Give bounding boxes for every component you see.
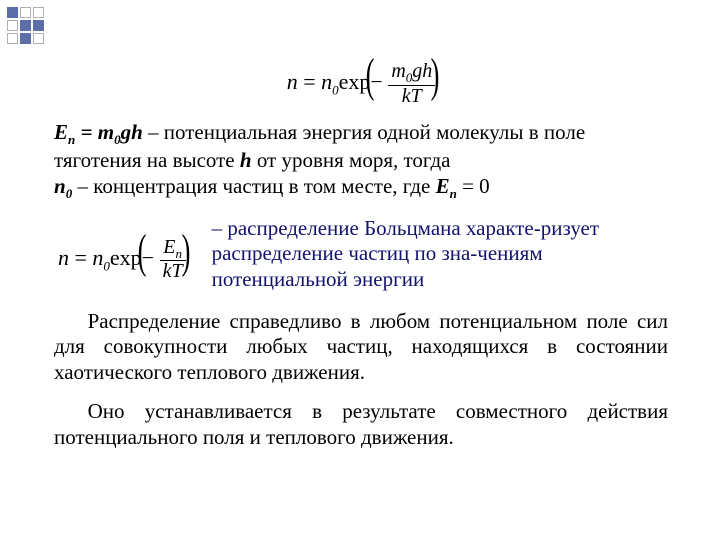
f1-n0: n bbox=[321, 69, 332, 94]
boltzmann-description: – распределение Больцмана характе-ризует… bbox=[212, 216, 668, 293]
formula2-row: n = n0exp(− En kT ) – распределение Боль… bbox=[54, 216, 668, 293]
f2-n0: n bbox=[92, 245, 103, 270]
f1-num-m: m bbox=[391, 60, 405, 82]
paragraph-2: Распределение справедливо в любом потенц… bbox=[54, 309, 668, 386]
formula-1: n = n0exp(− m0gh kT ) bbox=[54, 46, 668, 102]
def-dash2: – bbox=[72, 174, 93, 198]
f1-eq: = bbox=[303, 69, 315, 94]
def-tail1: от уровня моря, тогда bbox=[252, 148, 451, 172]
corner-decoration bbox=[6, 6, 45, 45]
formula-2: n = n0exp(− En kT ) bbox=[54, 216, 186, 283]
def-gh: gh bbox=[121, 120, 143, 144]
def-dash1: – bbox=[143, 120, 164, 144]
paragraph-3: Оно устанавливается в результате совмест… bbox=[54, 399, 668, 450]
f1-n: n bbox=[287, 69, 298, 94]
def-mid: = m bbox=[75, 120, 114, 144]
definitions: En = m0gh – потенциальная энергия одной … bbox=[54, 120, 668, 202]
f2-eq: = bbox=[75, 245, 87, 270]
f2-num-E: E bbox=[163, 236, 175, 258]
def-h: h bbox=[240, 148, 252, 172]
slide-content: n = n0exp(− m0gh kT ) En = m0gh – потенц… bbox=[54, 40, 668, 465]
def-tail2: = 0 bbox=[457, 174, 490, 198]
blue-text: распределение Больцмана характе-ризует р… bbox=[212, 216, 599, 291]
f1-den: kT bbox=[388, 86, 435, 107]
def-text2: концентрация частиц в том месте, где bbox=[93, 174, 435, 198]
blue-dash: – bbox=[212, 216, 228, 240]
def-n0: n bbox=[54, 174, 66, 198]
f2-n: n bbox=[58, 245, 69, 270]
f1-num-rest: gh bbox=[412, 60, 432, 82]
def-E: E bbox=[54, 120, 68, 144]
def-En-sub: n bbox=[450, 186, 457, 201]
def-En: E bbox=[436, 174, 450, 198]
